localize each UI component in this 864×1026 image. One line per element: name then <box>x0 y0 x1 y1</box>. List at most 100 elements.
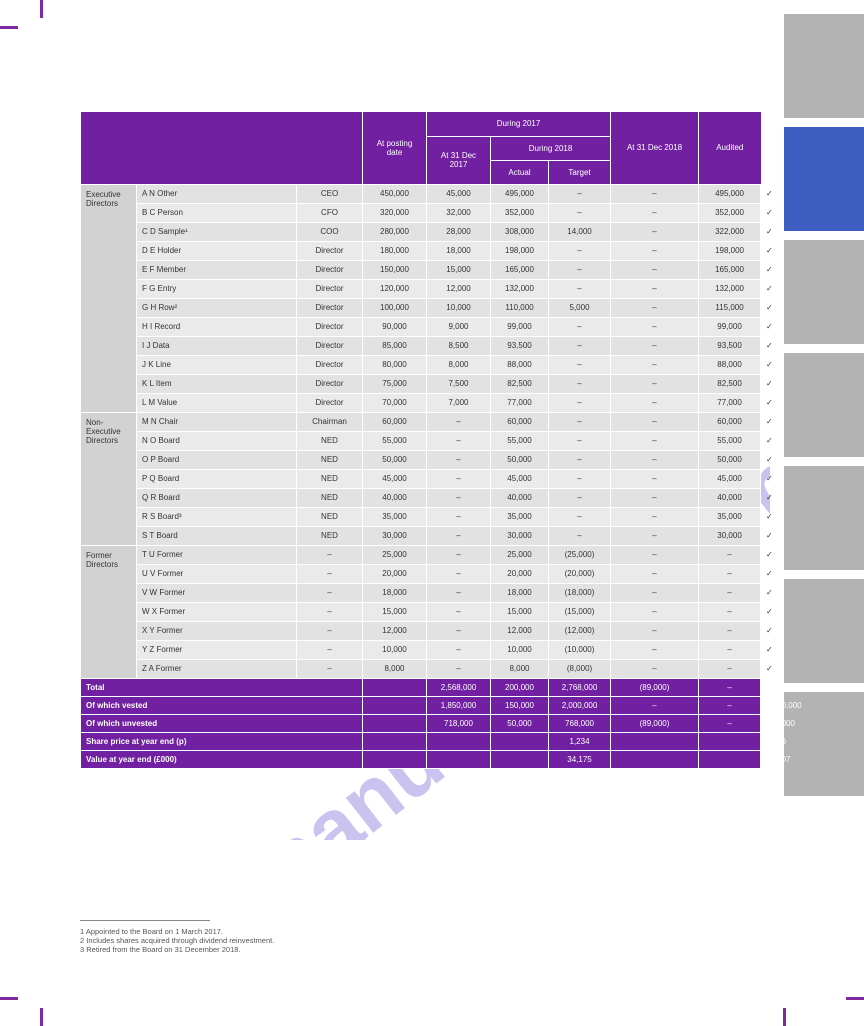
data-cell: NED <box>297 526 363 545</box>
data-cell: NED <box>297 469 363 488</box>
data-cell: 88,000 <box>699 355 761 374</box>
data-cell: – <box>611 450 699 469</box>
data-cell: 132,000 <box>491 279 549 298</box>
footer-cell <box>363 696 427 714</box>
data-cell: 93,500 <box>491 336 549 355</box>
data-cell: 55,000 <box>491 431 549 450</box>
table-row: Non-Executive DirectorsM N ChairChairman… <box>81 412 761 431</box>
data-cell: 60,000 <box>363 412 427 431</box>
footer-cell: 768,000 <box>549 714 611 732</box>
table-row: S T BoardNED30,000–30,000––30,000✓ <box>81 526 761 545</box>
data-cell: – <box>611 431 699 450</box>
footer-cell <box>699 732 761 750</box>
data-cell: 308,000 <box>491 222 549 241</box>
crop-mark <box>0 997 18 1000</box>
data-cell: – <box>611 184 699 203</box>
data-cell: Director <box>297 317 363 336</box>
footer-cell: 150,000 <box>491 696 549 714</box>
data-cell: 32,000 <box>427 203 491 222</box>
data-cell: 25,000 <box>363 545 427 564</box>
data-cell: 18,000 <box>491 583 549 602</box>
data-cell: 15,000 <box>491 602 549 621</box>
data-cell: – <box>549 431 611 450</box>
crop-mark <box>783 1008 786 1026</box>
footer-cell: 2,768,000 <box>549 678 611 696</box>
data-cell: 30,000 <box>699 526 761 545</box>
table-row: X Y Former–12,000–12,000(12,000)––✓ <box>81 621 761 640</box>
col-2018: At 31 Dec 2018 <box>611 112 699 184</box>
data-cell: 25,000 <box>491 545 549 564</box>
section-tab-3[interactable] <box>784 353 864 457</box>
data-cell: – <box>549 260 611 279</box>
data-cell: – <box>611 317 699 336</box>
table-row: J K LineDirector80,0008,00088,000––88,00… <box>81 355 761 374</box>
section-tab-1[interactable] <box>784 127 864 231</box>
data-cell: 198,000 <box>699 241 761 260</box>
footer-cell: Share price at year end (p) <box>81 732 363 750</box>
data-cell: V W Former <box>137 583 297 602</box>
data-cell: – <box>549 279 611 298</box>
table-row: B C PersonCFO320,00032,000352,000––352,0… <box>81 203 761 222</box>
table-row: O P BoardNED50,000–50,000––50,000✓ <box>81 450 761 469</box>
data-cell: 165,000 <box>699 260 761 279</box>
crop-mark <box>846 997 864 1000</box>
data-cell: – <box>297 545 363 564</box>
data-cell: – <box>297 659 363 678</box>
data-cell: – <box>611 374 699 393</box>
data-cell: 18,000 <box>427 241 491 260</box>
data-cell: – <box>611 336 699 355</box>
data-cell: 35,000 <box>363 507 427 526</box>
table-row: Former DirectorsT U Former–25,000–25,000… <box>81 545 761 564</box>
data-cell: 352,000 <box>699 203 761 222</box>
data-cell: A N Other <box>137 184 297 203</box>
data-cell: – <box>611 355 699 374</box>
data-cell: 20,000 <box>491 564 549 583</box>
data-cell: – <box>611 545 699 564</box>
data-cell: – <box>427 526 491 545</box>
footer-cell: – <box>699 696 761 714</box>
data-cell: 8,000 <box>491 659 549 678</box>
data-cell: NED <box>297 450 363 469</box>
data-cell: 50,000 <box>363 450 427 469</box>
table-row: N O BoardNED55,000–55,000––55,000✓ <box>81 431 761 450</box>
data-cell: – <box>611 640 699 659</box>
data-cell: – <box>549 241 611 260</box>
data-cell: 40,000 <box>363 488 427 507</box>
crop-mark <box>40 0 43 18</box>
data-cell: COO <box>297 222 363 241</box>
table-row: U V Former–20,000–20,000(20,000)––✓ <box>81 564 761 583</box>
data-cell: NED <box>297 488 363 507</box>
data-cell: 322,000 <box>699 222 761 241</box>
footnotes: 1 Appointed to the Board on 1 March 2017… <box>80 900 760 954</box>
data-cell: – <box>699 564 761 583</box>
footnote-2: 2 Includes shares acquired through divid… <box>80 936 760 945</box>
table-row: I J DataDirector85,0008,50093,500––93,50… <box>81 336 761 355</box>
section-tab-4[interactable] <box>784 466 864 570</box>
section-tab-2[interactable] <box>784 240 864 344</box>
table-body: Executive DirectorsA N OtherCEO450,00045… <box>81 184 761 678</box>
footer-cell: Total <box>81 678 363 696</box>
data-cell: (12,000) <box>549 621 611 640</box>
data-cell: U V Former <box>137 564 297 583</box>
data-cell: J K Line <box>137 355 297 374</box>
data-cell: 450,000 <box>363 184 427 203</box>
data-cell: – <box>427 659 491 678</box>
footer-cell <box>363 714 427 732</box>
section-tab-0[interactable] <box>784 14 864 118</box>
footer-cell: 718,000 <box>427 714 491 732</box>
data-cell: CFO <box>297 203 363 222</box>
data-cell: Director <box>297 298 363 317</box>
table-row: P Q BoardNED45,000–45,000––45,000✓ <box>81 469 761 488</box>
data-cell: X Y Former <box>137 621 297 640</box>
data-cell: 100,000 <box>363 298 427 317</box>
footer-cell: – <box>699 678 761 696</box>
data-cell: 280,000 <box>363 222 427 241</box>
data-cell: – <box>611 564 699 583</box>
table-row: W X Former–15,000–15,000(15,000)––✓ <box>81 602 761 621</box>
section-tab-5[interactable] <box>784 579 864 683</box>
data-cell: L M Value <box>137 393 297 412</box>
data-cell: 8,500 <box>427 336 491 355</box>
data-cell: 10,000 <box>363 640 427 659</box>
data-cell: – <box>611 659 699 678</box>
data-cell: 7,500 <box>427 374 491 393</box>
